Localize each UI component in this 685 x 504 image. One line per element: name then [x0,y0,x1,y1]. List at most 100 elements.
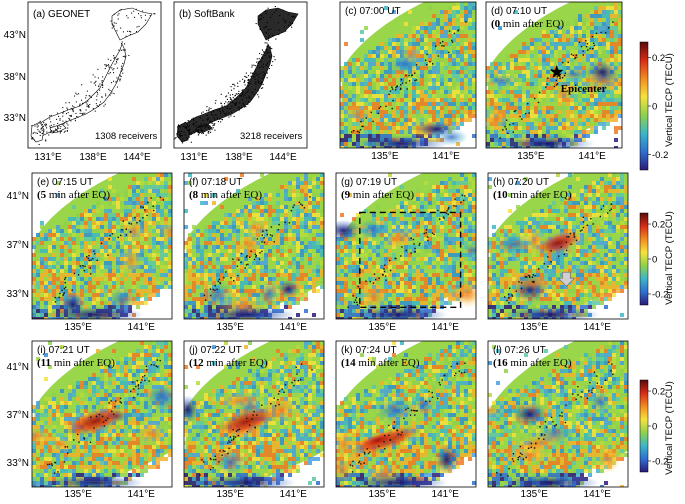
receiver-dot [226,95,227,96]
lon-tick: 141°E [578,151,606,162]
receiver-dot [228,117,229,118]
tec-cell [260,269,264,273]
tec-cell [40,273,44,277]
tec-cell [124,189,128,193]
tec-cell [340,70,344,74]
receiver-dot [212,114,213,115]
tec-cell [598,102,602,106]
coastline-dot [74,273,75,274]
tec-cell [456,38,460,42]
tec-cell [610,2,614,6]
tec-cell [582,130,586,134]
coastline-dot [65,277,66,278]
tec-cell [400,98,404,102]
tec-cell [196,277,200,281]
tec-cell [514,126,518,130]
receiver-dot [71,108,72,109]
tec-cell [376,249,380,253]
receiver-dot [118,13,119,14]
tec-cell [208,273,212,277]
tec-cell [184,273,188,277]
tec-cell [352,122,356,126]
receiver-dot [275,39,276,40]
coastline-dot [372,121,373,122]
tec-cell [562,38,566,42]
tec-cell [228,229,232,233]
tec-cell [464,114,468,118]
receiver-dot [113,72,114,73]
tec-cell [586,14,590,18]
receiver-dot [98,86,99,87]
tec-cell [244,269,248,273]
tec-cell [312,221,316,225]
tec-cell [108,201,112,205]
receiver-dot [260,28,261,29]
tec-cell [606,106,610,110]
tec-cell [364,94,368,98]
receiver-dot [234,85,235,86]
tec-cell [44,285,48,289]
tec-cell [464,217,468,221]
tec-cell [372,94,376,98]
tec-cell [368,66,372,70]
tec-cell [96,277,100,281]
receiver-dot [53,131,54,132]
tec-cell [384,118,388,122]
tec-cell [448,114,452,118]
tec-cell [460,14,464,18]
tec-cell [486,134,490,138]
tec-cell [80,229,84,233]
coastline-dot [220,283,221,284]
receiver-dot [50,127,51,128]
coastline-dot [504,126,505,127]
tec-cell [460,18,464,22]
tec-cell [284,205,288,209]
receiver-dot [285,22,286,23]
tec-cell [100,221,104,225]
receiver-dot [95,111,96,112]
tec-cell [112,257,116,261]
tec-cell [594,50,598,54]
tec-cell [32,237,36,241]
tec-cell [464,102,468,106]
tec-cell [136,185,140,189]
tec-cell [448,197,452,201]
tec-cell [340,78,344,82]
coastline-dot [150,197,151,198]
tec-cell [412,106,416,110]
receiver-dot [193,120,194,121]
coastline-dot [608,27,609,28]
tec-cell [582,62,586,66]
tec-cell [164,189,168,193]
tec-cell [40,237,44,241]
tec-cell [300,261,304,265]
receiver-dot [42,133,43,134]
tec-cell [502,98,506,102]
tec-cell [448,14,452,18]
tec-cell [412,98,416,102]
tec-cell [80,233,84,237]
tec-cell [80,289,84,293]
tec-cell [320,197,324,201]
coastline-dot [267,234,268,235]
receiver-dot [57,131,58,132]
receiver-dot [214,130,215,131]
tec-cell [538,118,542,122]
tec-cell [156,245,160,249]
receiver-dot [57,123,58,124]
tec-cell [424,38,428,42]
tec-cell [364,82,368,86]
coastline-dot [274,241,275,242]
tec-cell [68,205,72,209]
tec-cell [84,277,88,281]
tec-cell [384,78,388,82]
tec-cell [308,277,312,281]
tec-cell [356,78,360,82]
receiver-dot [236,103,237,104]
tec-cell [304,177,308,181]
tec-cell [272,273,276,277]
tec-cell [316,241,320,245]
tec-cell [300,245,304,249]
tec-cell [292,237,296,241]
tec-cell [196,281,200,285]
